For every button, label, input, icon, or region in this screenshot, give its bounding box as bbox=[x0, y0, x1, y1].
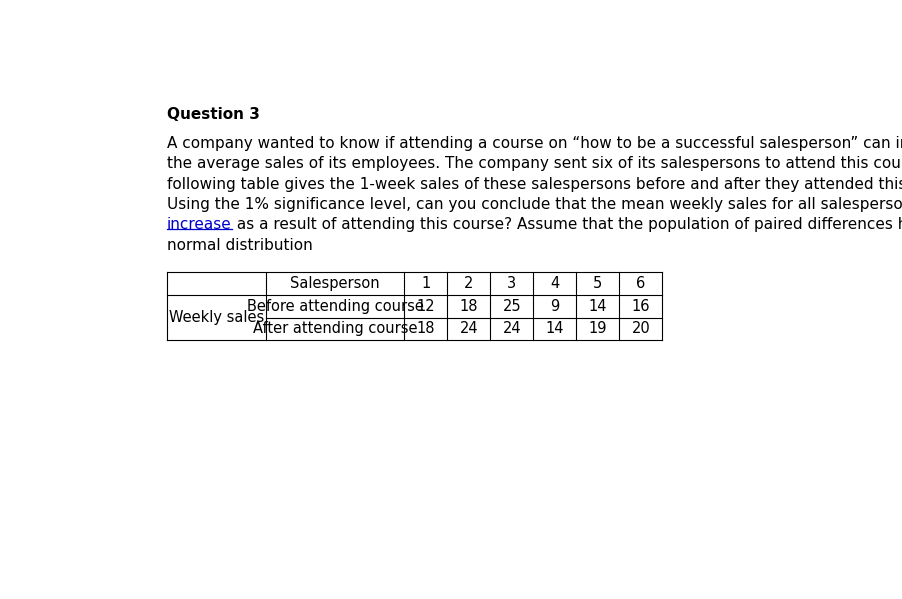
Text: Before attending course: Before attending course bbox=[246, 299, 423, 314]
Text: 20: 20 bbox=[630, 322, 649, 337]
Text: normal distribution: normal distribution bbox=[167, 238, 312, 253]
Text: 2: 2 bbox=[464, 276, 473, 291]
Text: 14: 14 bbox=[545, 322, 564, 337]
Text: 9: 9 bbox=[549, 299, 559, 314]
Text: as a result of attending this course? Assume that the population of paired diffe: as a result of attending this course? As… bbox=[232, 217, 902, 232]
Text: 24: 24 bbox=[459, 322, 477, 337]
Text: 19: 19 bbox=[588, 322, 606, 337]
Text: 18: 18 bbox=[459, 299, 477, 314]
Text: 25: 25 bbox=[502, 299, 520, 314]
Text: increase: increase bbox=[167, 217, 232, 232]
Text: Salesperson: Salesperson bbox=[290, 276, 380, 291]
Text: 6: 6 bbox=[636, 276, 645, 291]
Text: 5: 5 bbox=[593, 276, 602, 291]
Text: 14: 14 bbox=[588, 299, 606, 314]
Text: After attending course: After attending course bbox=[253, 322, 417, 337]
Text: Question 3: Question 3 bbox=[167, 107, 260, 122]
Text: following table gives the 1-week sales of these salespersons before and after th: following table gives the 1-week sales o… bbox=[167, 177, 902, 192]
Text: 1: 1 bbox=[420, 276, 430, 291]
Text: 12: 12 bbox=[416, 299, 435, 314]
Text: A company wanted to know if attending a course on “how to be a successful salesp: A company wanted to know if attending a … bbox=[167, 136, 902, 151]
Text: 4: 4 bbox=[549, 276, 559, 291]
Text: 24: 24 bbox=[502, 322, 520, 337]
Text: 16: 16 bbox=[630, 299, 649, 314]
Text: 3: 3 bbox=[507, 276, 516, 291]
Text: 18: 18 bbox=[416, 322, 435, 337]
Text: the average sales of its employees. The company sent six of its salespersons to : the average sales of its employees. The … bbox=[167, 156, 902, 171]
Text: Using the 1% significance level, can you conclude that the mean weekly sales for: Using the 1% significance level, can you… bbox=[167, 197, 902, 212]
Text: Weekly sales: Weekly sales bbox=[169, 310, 264, 325]
